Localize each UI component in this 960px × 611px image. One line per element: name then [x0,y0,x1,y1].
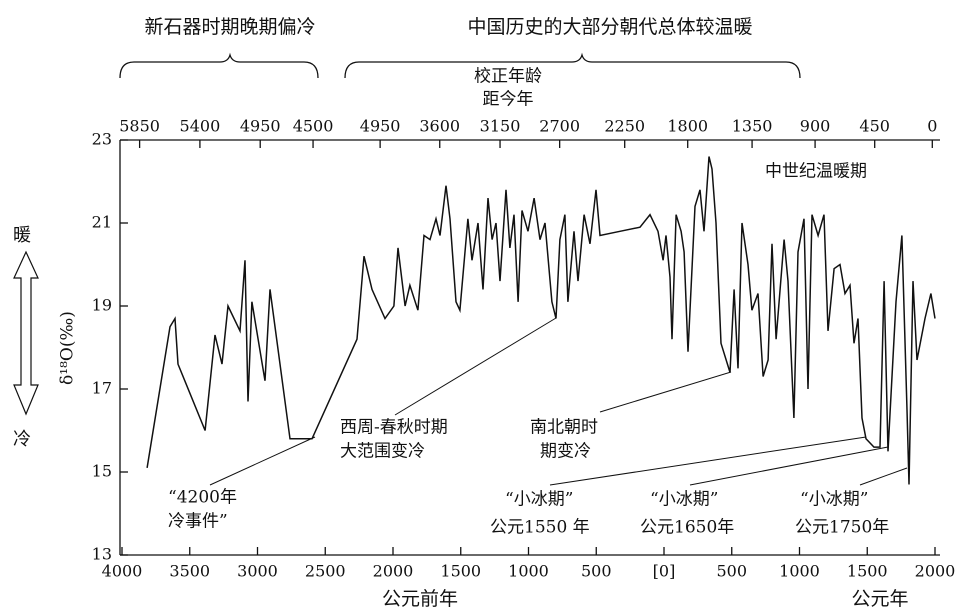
x2-tick-label: 2700 [539,117,580,136]
annotation: 南北朝时 [530,418,598,438]
annotation: 中世纪温暖期 [765,162,867,182]
warm-cold-arrow [13,250,39,416]
x-tick-label: 1000 [779,562,820,581]
leader-line [394,317,557,416]
y-axis-label: δ¹⁸O(‰) [58,311,78,385]
x2-label: 校正年龄 [474,67,542,87]
annotation: “小冰期” [650,490,718,510]
x2-tick-label: 2250 [604,117,645,136]
annotation: 冷事件” [168,512,228,532]
warm-label: 暖 [13,225,31,246]
x2-tick-label: 3150 [480,117,521,136]
annotation: “小冰期” [800,490,868,510]
annotation: “4200年 [168,488,237,508]
x2-tick-label: 5850 [119,117,160,136]
x2-tick-label: 0 [927,117,937,136]
x2-tick-label: 900 [800,117,831,136]
y-tick-label: 13 [92,545,112,564]
x2-tick-label: 4500 [293,117,334,136]
x-tick-label: 1500 [440,562,481,581]
y-tick-label: 17 [92,379,112,398]
bracket [119,52,319,79]
cold-label: 冷 [13,429,31,450]
annotation: 西周-春秋时期 [340,418,448,438]
x-tick-label: 500 [581,562,612,581]
annotation: 公元1650年 [640,518,734,538]
x2-tick-label: 450 [859,117,890,136]
x-tick-label: 2000 [915,562,956,581]
x2-tick-label: 5400 [180,117,221,136]
y-tick-label: 23 [92,130,112,149]
x-tick-label: 3500 [169,562,210,581]
x-axis-label: 公元前年 [382,588,458,610]
bracket-label: 中国历史的大部分朝代总体较温暖 [467,16,752,38]
x2-tick-label: 4950 [360,117,401,136]
x2-tick-label: 4950 [240,117,281,136]
leader-line [599,371,732,413]
annotation: 大范围变冷 [340,442,425,462]
annotation: 公元1550 年 [490,518,590,538]
leader-line [209,436,316,486]
annotation: 公元1750年 [795,518,889,538]
x-tick-label: 2000 [373,562,414,581]
bracket [344,52,801,79]
x2-label: 距今年 [483,90,534,110]
y-tick-label: 21 [92,213,112,232]
x2-tick-label: 3600 [419,117,460,136]
leader-line [549,436,867,486]
bracket-label: 新石器时期晚期偏冷 [144,16,315,38]
annotation: “小冰期” [505,490,573,510]
x-tick-label: 500 [716,562,747,581]
x-tick-label: 1000 [508,562,549,581]
x-tick-label: 4000 [102,562,143,581]
leader-line [859,467,908,486]
x-tick-label: 2500 [305,562,346,581]
y-tick-label: 19 [92,296,112,315]
x2-tick-label: 1350 [732,117,773,136]
x2-tick-label: 1800 [667,117,708,136]
data-line [146,156,936,485]
x-tick-label: 3000 [237,562,278,581]
annotation: 期变冷 [540,442,591,462]
x-axis-label: 公元年 [851,588,908,610]
x-tick-label: 1500 [847,562,888,581]
x-tick-label: [0] [653,562,676,581]
y-tick-label: 15 [92,462,112,481]
leader-line [689,446,889,486]
